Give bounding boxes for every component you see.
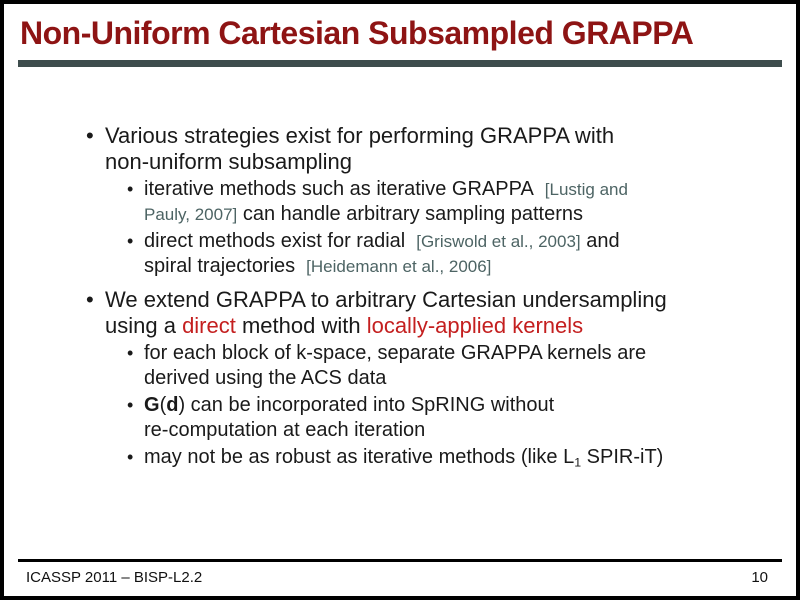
text-segment: Various strategies exist for performing … bbox=[105, 123, 615, 148]
text-segment: We extend GRAPPA to arbitrary Cartesian … bbox=[105, 287, 667, 312]
citation-text: [Lustig and bbox=[544, 180, 628, 199]
footer-page-number: 10 bbox=[751, 569, 768, 586]
bullet-icon: • bbox=[86, 287, 94, 312]
text-segment: locally-applied kernels bbox=[366, 313, 584, 338]
text-segment: ( bbox=[159, 394, 167, 416]
bullet-icon: • bbox=[127, 395, 134, 415]
title-divider bbox=[18, 60, 782, 67]
text-segment: method with bbox=[235, 313, 367, 338]
text-segment: G bbox=[144, 394, 160, 416]
bullet-icon: • bbox=[127, 231, 134, 251]
bullet-text: We extend GRAPPA to arbitrary Cartesian … bbox=[105, 287, 667, 338]
text-segment: derived using the ACS data bbox=[144, 367, 387, 389]
text-segment: 1 bbox=[574, 455, 582, 470]
bullet-text: G(d) can be incorporated into SpRING wit… bbox=[144, 394, 554, 441]
text-segment: SPIR-iT) bbox=[581, 446, 664, 468]
footer-conference-label: ICASSP 2011 – BISP-L2.2 bbox=[26, 569, 203, 586]
text-segment: using a bbox=[105, 313, 183, 338]
text-segment: spiral trajectories bbox=[144, 255, 296, 277]
footer-row: ICASSP 2011 – BISP-L2.2 10 bbox=[4, 562, 796, 596]
text-segment: direct bbox=[182, 313, 236, 338]
text-segment: ) can be incorporated into SpRING withou… bbox=[178, 394, 555, 416]
footer-divider bbox=[18, 559, 782, 562]
text-segment: re-computation at each iteration bbox=[144, 419, 426, 441]
text-segment: can handle arbitrary sampling patterns bbox=[237, 203, 584, 225]
sub-bullet-item: • iterative methods such as iterative GRA… bbox=[127, 177, 796, 227]
sub-bullet-item: • direct methods exist for radial [Griswol… bbox=[127, 229, 796, 279]
citation-text: [Heidemann et al., 2006] bbox=[306, 257, 492, 276]
bullet-text: for each block of k-space, separate GRAP… bbox=[144, 342, 646, 389]
sub-bullet-item: • may not be as robust as iterative metho… bbox=[127, 445, 796, 475]
bullet-icon: • bbox=[127, 447, 134, 467]
text-segment: for each block of k-space, separate GRAP… bbox=[144, 342, 647, 364]
bullet-text: may not be as robust as iterative method… bbox=[144, 446, 664, 470]
bullet-icon: • bbox=[127, 343, 134, 363]
bullet-text: iterative methods such as iterative GRAP… bbox=[144, 178, 628, 225]
bullet-icon: • bbox=[86, 123, 94, 148]
text-segment: d bbox=[166, 394, 179, 416]
bullet-list: • Various strategies exist for performing… bbox=[4, 123, 796, 475]
sub-bullet-item: • G(d) can be incorporated into SpRING wi… bbox=[127, 393, 796, 443]
slide-title: Non-Uniform Cartesian Subsampled GRAPPA bbox=[20, 15, 694, 51]
bullet-item: • We extend GRAPPA to arbitrary Cartesian… bbox=[86, 287, 796, 339]
text-segment: direct methods exist for radial bbox=[144, 230, 406, 252]
bullet-text: direct methods exist for radial [Griswold… bbox=[144, 230, 620, 277]
bullet-icon: • bbox=[127, 179, 134, 199]
text-segment: non-uniform subsampling bbox=[105, 149, 353, 174]
text-segment: may not be as robust as iterative method… bbox=[144, 446, 575, 468]
sub-bullet-item: • for each block of k-space, separate GRA… bbox=[127, 341, 796, 391]
citation-text: Pauly, 2007] bbox=[144, 205, 238, 224]
citation-text: [Griswold et al., 2003] bbox=[416, 232, 581, 251]
bullet-item: • Various strategies exist for performing… bbox=[86, 123, 796, 175]
text-segment: and bbox=[580, 230, 620, 252]
text-segment: iterative methods such as iterative GRAP… bbox=[144, 178, 534, 200]
bullet-text: Various strategies exist for performing … bbox=[105, 123, 614, 174]
slide-footer: ICASSP 2011 – BISP-L2.2 10 bbox=[4, 559, 796, 596]
slide-body: • Various strategies exist for performing… bbox=[4, 67, 796, 475]
